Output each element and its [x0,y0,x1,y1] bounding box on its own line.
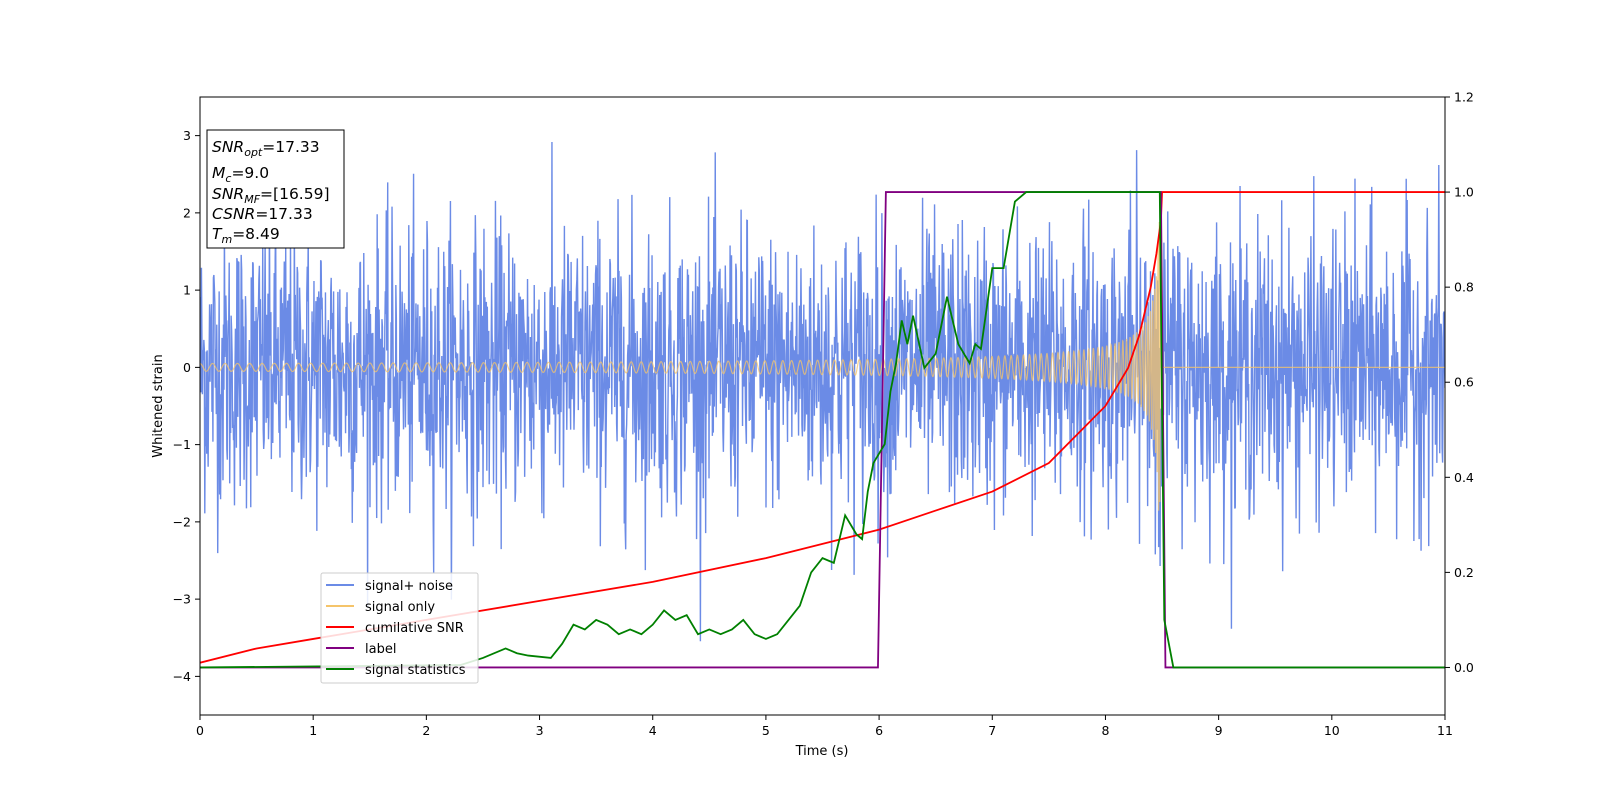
legend-label-signal-statistics: signal statistics [365,663,466,678]
y-axis-ticks: −4 −3 −2 −1 0 1 2 3 [173,128,200,684]
x-tick-label: 7 [988,723,996,738]
y2-tick-label: 1.0 [1454,185,1474,200]
y-tick-label: 0 [183,360,191,375]
y-tick-label: −2 [173,514,191,529]
x-axis-label: Time (s) [795,744,849,759]
legend-label-label: label [365,642,396,657]
x-axis-ticks: 0 1 2 3 4 5 6 7 8 9 10 11 [196,715,1453,738]
y-tick-label: 2 [183,205,191,220]
y-tick-label: −1 [173,437,191,452]
x-tick-label: 1 [309,723,317,738]
y-tick-label: 3 [183,128,191,143]
y2-tick-label: 0.4 [1454,470,1474,485]
legend: signal+ noise signal only cumilative SNR… [320,572,479,684]
series-signal-statistics [200,191,1445,669]
y2-tick-label: 0.6 [1454,375,1474,390]
x-tick-label: 2 [422,723,430,738]
y2-axis-ticks: 0.0 0.2 0.4 0.6 0.8 1.0 1.2 [1445,90,1474,675]
info-tm: Tm=8.49 [212,225,280,246]
y-axis-label: Whitened strain [151,354,166,457]
legend-label-signal-only: signal only [365,600,435,615]
x-tick-label: 5 [762,723,770,738]
x-tick-label: 10 [1324,723,1340,738]
series-signal-noise [200,141,1445,642]
info-snr-opt: SNRopt=17.33 [212,138,320,159]
series-signal-only [200,221,1445,511]
x-tick-label: 9 [1215,723,1223,738]
x-tick-label: 6 [875,723,883,738]
y-tick-label: 1 [183,283,191,298]
x-tick-label: 0 [196,723,204,738]
x-tick-label: 11 [1437,723,1453,738]
info-box: SNRopt=17.33 Mc=9.0 SNRMF=[16.59] CSNR=1… [206,129,345,249]
y2-tick-label: 1.2 [1454,90,1474,105]
y2-tick-label: 0.2 [1454,565,1474,580]
x-tick-label: 8 [1101,723,1109,738]
info-mc: Mc=9.0 [212,164,269,185]
info-snr-mf: SNRMF=[16.59] [212,185,330,206]
legend-label-signal-noise: signal+ noise [365,579,453,594]
y2-tick-label: 0.0 [1454,660,1474,675]
info-csnr: CSNR=17.33 [212,205,313,223]
x-tick-label: 4 [649,723,657,738]
y2-tick-label: 0.8 [1454,280,1474,295]
legend-label-cumulative-snr: cumilative SNR [365,621,464,636]
plot-frame [199,96,1446,716]
x-tick-label: 3 [536,723,544,738]
y-tick-label: −4 [173,669,191,684]
y-tick-label: −3 [173,592,191,607]
